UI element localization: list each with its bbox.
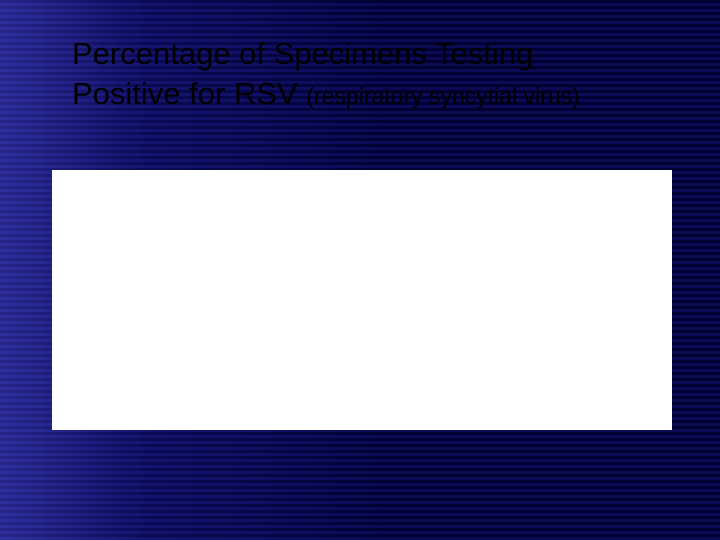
slide-title: Percentage of Specimens Testing Positive… (72, 34, 662, 113)
title-line2-main: Positive for RSV (72, 76, 306, 111)
chart-placeholder (52, 170, 672, 430)
title-line1: Percentage of Specimens Testing (72, 36, 533, 71)
title-line2-sub: (respiratory syncytial virus) (306, 83, 580, 109)
